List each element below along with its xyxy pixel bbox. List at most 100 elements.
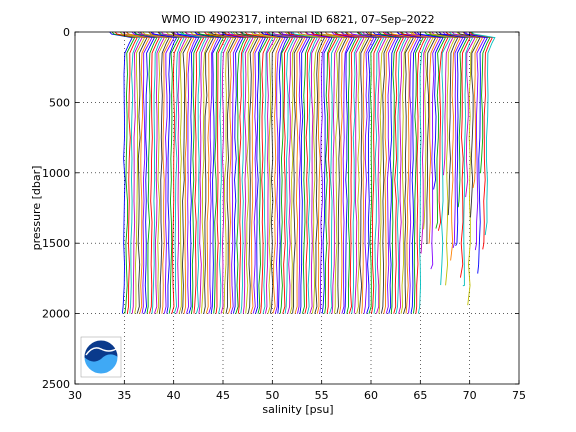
- y-tick-label: 1000: [42, 167, 70, 180]
- profile-line: [456, 31, 479, 306]
- profile-line: [181, 31, 202, 314]
- y-axis-label: pressure [dbar]: [30, 166, 43, 251]
- profile-line: [137, 31, 165, 314]
- profile-line: [223, 31, 247, 314]
- profile-line: [241, 31, 269, 314]
- profile-line: [227, 31, 254, 314]
- profile-line: [157, 31, 180, 314]
- profile-line: [324, 31, 348, 314]
- profile-line: [387, 31, 415, 314]
- profile-line: [240, 31, 267, 314]
- profile-line: [416, 31, 444, 190]
- profile-line: [260, 31, 281, 314]
- profile-line: [414, 31, 437, 245]
- y-tick-label: 2500: [42, 378, 70, 391]
- profile-line: [457, 31, 481, 218]
- profile-line: [287, 31, 313, 314]
- profile-line: [469, 31, 494, 250]
- profile-line: [208, 31, 230, 314]
- profile-line: [399, 31, 427, 314]
- y-tick-label: 500: [49, 96, 70, 109]
- profile-line: [148, 31, 170, 314]
- profile-line: [359, 31, 385, 314]
- profile-line: [114, 31, 138, 314]
- profile-line: [340, 31, 365, 314]
- x-axis-label: salinity [psu]: [262, 403, 333, 416]
- profile-line: [451, 31, 476, 198]
- profile-line: [172, 31, 195, 314]
- profile-line: [126, 31, 148, 314]
- profile-line: [194, 31, 215, 314]
- profile-line: [382, 31, 405, 314]
- profile-line: [230, 31, 252, 314]
- profile-line: [264, 31, 286, 314]
- profile-line: [390, 31, 412, 314]
- profile-line: [184, 31, 205, 314]
- x-tick-label: 50: [265, 389, 279, 402]
- profile-line: [194, 31, 220, 314]
- profile-line: [317, 31, 346, 314]
- profile-line: [288, 31, 316, 314]
- profile-line: [221, 31, 244, 314]
- x-tick-label: 70: [463, 389, 477, 402]
- profile-line: [429, 31, 457, 286]
- y-tick-label: 1500: [42, 237, 70, 250]
- profile-line: [150, 31, 178, 314]
- noaa-logo: [80, 336, 122, 378]
- profile-line: [462, 31, 484, 189]
- profile-line: [244, 31, 272, 314]
- profile-line: [409, 31, 434, 230]
- profile-line: [413, 31, 442, 270]
- profile-line: [448, 31, 474, 287]
- profile-line: [344, 31, 370, 314]
- x-tick-label: 60: [364, 389, 378, 402]
- profile-line: [463, 31, 489, 274]
- profile-line: [257, 31, 284, 314]
- profile-line: [204, 31, 227, 314]
- profile-line: [346, 31, 368, 314]
- x-tick-labels: 30 35 40 45 50 55 60 65 70 75: [68, 389, 526, 402]
- profile-line: [158, 31, 183, 314]
- profile-line: [119, 31, 141, 314]
- profile-line: [362, 31, 387, 314]
- profile-lines: [109, 31, 496, 314]
- profile-line: [152, 31, 175, 314]
- profile-line: [346, 31, 373, 314]
- y-tick-labels: 0 500 1000 1500 2000 2500: [42, 26, 70, 391]
- profile-line: [196, 31, 217, 314]
- profile-line: [297, 31, 323, 314]
- profile-line: [171, 31, 193, 314]
- profile-line: [438, 31, 466, 247]
- profile-line: [267, 31, 291, 314]
- profile-line: [464, 31, 486, 251]
- profile-line: [439, 31, 461, 261]
- profile-line: [213, 31, 239, 314]
- profile-line: [119, 31, 146, 314]
- x-tick-label: 45: [216, 389, 230, 402]
- x-tick-label: 55: [315, 389, 329, 402]
- profile-line: [160, 31, 188, 314]
- profile-line: [210, 31, 237, 314]
- profile-line: [140, 31, 161, 314]
- profile-line: [224, 31, 249, 314]
- profile-line: [173, 31, 198, 314]
- profile-line: [305, 31, 326, 314]
- profile-line: [278, 31, 304, 314]
- profile-line: [176, 31, 200, 314]
- profile-line: [357, 31, 383, 314]
- profile-line: [401, 31, 424, 314]
- profile-line: [356, 31, 378, 314]
- profile-line: [349, 31, 375, 314]
- profile-line: [324, 31, 350, 314]
- profile-line: [405, 31, 432, 254]
- profile-line: [133, 31, 156, 314]
- profile-line: [290, 31, 311, 314]
- profile-line: [198, 31, 225, 314]
- profile-line: [134, 31, 158, 314]
- profile-line: [335, 31, 358, 314]
- profile-line: [166, 31, 190, 314]
- profile-line: [316, 31, 341, 314]
- profile-line: [194, 31, 222, 314]
- profile-line: [314, 31, 336, 314]
- profile-line: [207, 31, 235, 314]
